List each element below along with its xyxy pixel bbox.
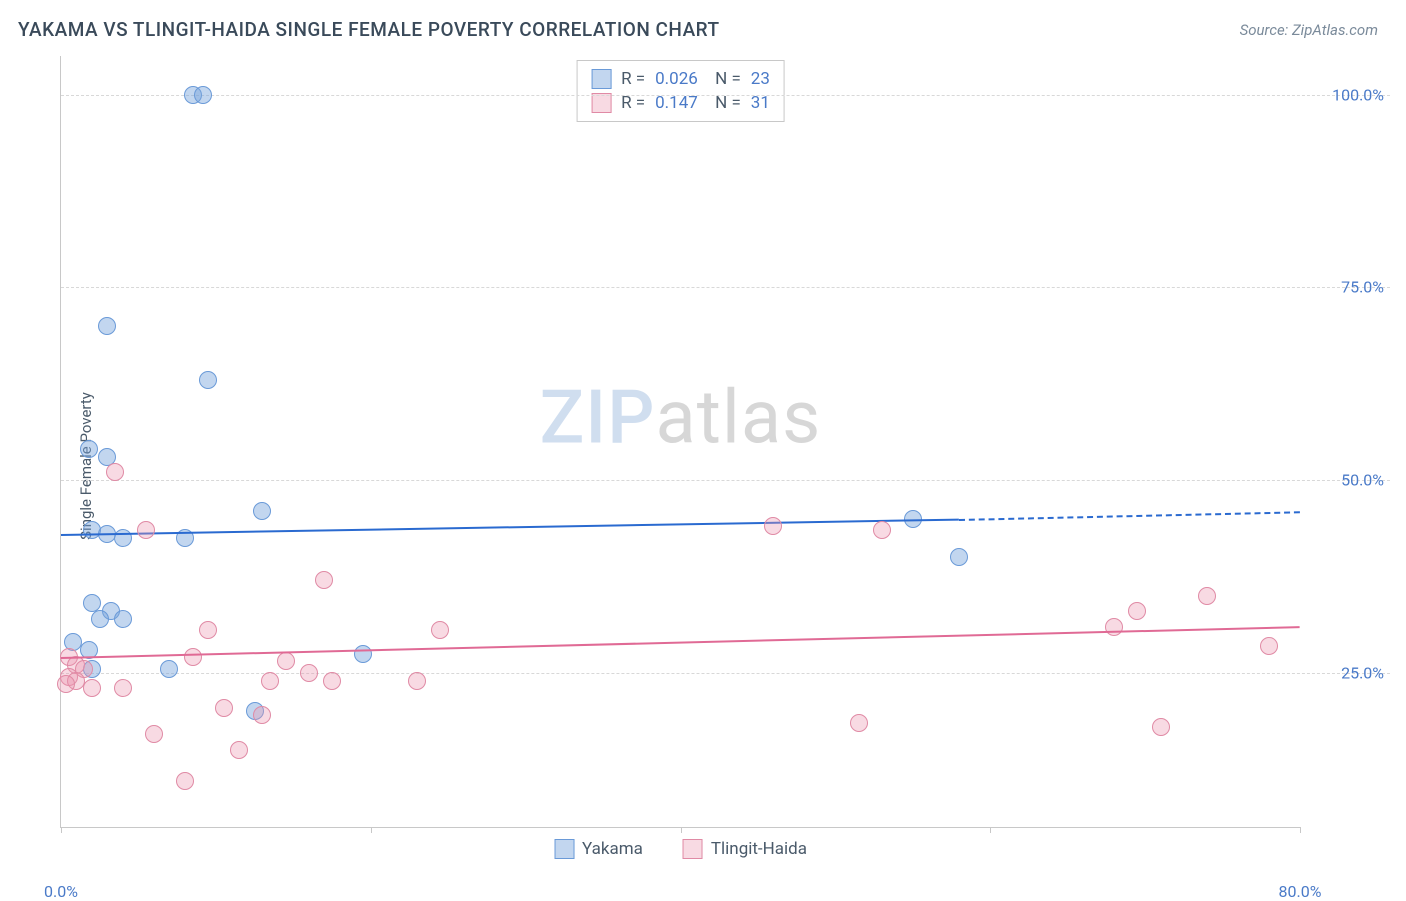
data-point	[1128, 602, 1146, 620]
watermark: ZIPatlas	[540, 375, 822, 462]
data-point	[137, 521, 155, 539]
x-tick	[61, 827, 62, 833]
data-point	[850, 714, 868, 732]
stat-n-label: N =	[715, 93, 741, 113]
data-point	[764, 517, 782, 535]
data-point	[194, 86, 212, 104]
data-point	[184, 648, 202, 666]
y-tick-label: 25.0%	[1341, 663, 1384, 682]
data-point	[253, 706, 271, 724]
data-point	[98, 317, 116, 335]
gridline	[61, 95, 1390, 96]
stat-r-label: R =	[621, 93, 645, 113]
y-tick-label: 100.0%	[1332, 85, 1384, 104]
data-point	[431, 621, 449, 639]
data-point	[57, 675, 75, 693]
data-point	[277, 652, 295, 670]
legend-swatch	[591, 69, 611, 89]
stat-legend-row: R = 0.026 N = 23	[591, 67, 770, 91]
y-tick-label: 50.0%	[1341, 471, 1384, 490]
x-tick	[990, 827, 991, 833]
gridline	[61, 287, 1390, 288]
stat-n-label: N =	[715, 69, 741, 89]
trend-line	[61, 627, 1300, 660]
data-point	[91, 610, 109, 628]
legend-swatch	[683, 839, 703, 859]
stat-n-value: 31	[751, 93, 770, 113]
data-point	[199, 371, 217, 389]
x-tick	[1300, 827, 1301, 833]
series-legend-item: Tlingit-Haida	[683, 839, 807, 859]
data-point	[300, 664, 318, 682]
series-legend-item: Yakama	[554, 839, 643, 859]
data-point	[106, 463, 124, 481]
data-point	[261, 672, 279, 690]
data-point	[950, 548, 968, 566]
plot-region: ZIPatlas R =0.026N =23R =0.147N =31 Yaka…	[60, 56, 1300, 828]
data-point	[160, 660, 178, 678]
data-point	[199, 621, 217, 639]
chart-title: YAKAMA VS TLINGIT-HAIDA SINGLE FEMALE PO…	[18, 18, 720, 41]
data-point	[80, 440, 98, 458]
series-legend: Yakama Tlingit-Haida	[554, 839, 807, 859]
trend-line-extension	[959, 511, 1300, 521]
data-point	[114, 529, 132, 547]
data-point	[873, 521, 891, 539]
data-point	[323, 672, 341, 690]
trend-line	[61, 519, 959, 536]
gridline	[61, 480, 1390, 481]
watermark-zip: ZIP	[540, 375, 656, 462]
x-tick	[681, 827, 682, 833]
series-name: Tlingit-Haida	[711, 839, 807, 859]
stat-r-label: R =	[621, 69, 645, 89]
x-tick	[371, 827, 372, 833]
data-point	[114, 610, 132, 628]
data-point	[1198, 587, 1216, 605]
gridline	[61, 673, 1390, 674]
data-point	[83, 679, 101, 697]
watermark-atlas: atlas	[655, 375, 821, 462]
stat-r-value: 0.026	[655, 69, 705, 89]
series-name: Yakama	[582, 839, 643, 859]
data-point	[253, 502, 271, 520]
chart-header: YAKAMA VS TLINGIT-HAIDA SINGLE FEMALE PO…	[0, 0, 1406, 51]
data-point	[176, 772, 194, 790]
data-point	[1152, 718, 1170, 736]
y-tick-label: 75.0%	[1341, 278, 1384, 297]
stat-legend: R = 0.026 N = 23 R = 0.147 N = 31	[576, 60, 785, 122]
data-point	[408, 672, 426, 690]
data-point	[145, 725, 163, 743]
data-point	[230, 741, 248, 759]
legend-swatch	[591, 93, 611, 113]
data-point	[215, 699, 233, 717]
chart-area: Single Female Poverty ZIPatlas R =0.026N…	[18, 56, 1390, 876]
data-point	[1260, 637, 1278, 655]
stat-n-value: 23	[751, 69, 770, 89]
legend-swatch	[554, 839, 574, 859]
data-point	[354, 645, 372, 663]
data-point	[114, 679, 132, 697]
chart-source: Source: ZipAtlas.com	[1240, 21, 1378, 39]
data-point	[315, 571, 333, 589]
stat-r-value: 0.147	[655, 93, 705, 113]
